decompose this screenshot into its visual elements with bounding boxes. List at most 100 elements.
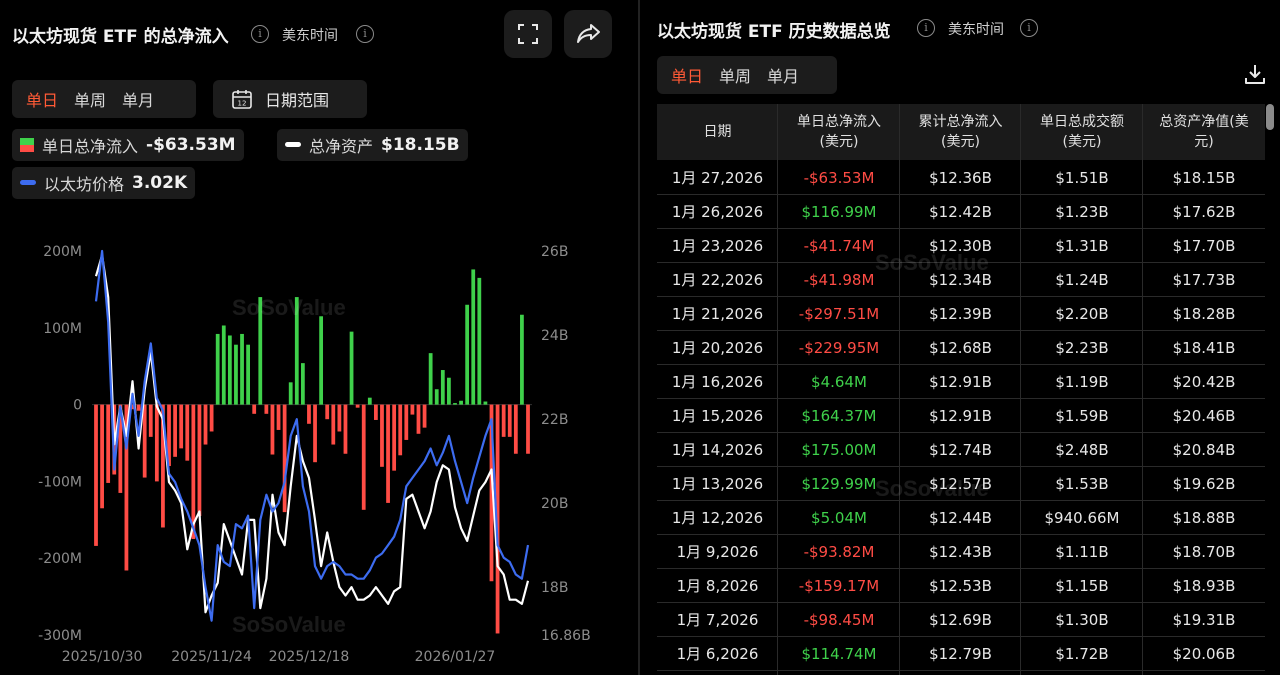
info-icon[interactable]: i [251,25,269,43]
table-row[interactable]: 1月 13,2026 $129.99M $12.57B $1.53B $19.62B [657,467,1265,501]
table-row[interactable]: 1月 14,2026 $175.00M $12.74B $2.48B $20.84B [657,433,1265,467]
info-icon[interactable]: i [917,19,935,37]
legend-flow[interactable]: 单日总净流入 -$63.53M [12,129,244,161]
flow-bar [118,404,123,493]
tab-daily[interactable]: 单日 [26,91,59,110]
y-tick-left: 0 [73,398,82,414]
header-daily-volume[interactable]: 单日总成交额 (美元) [1040,114,1124,150]
flow-bar [331,404,336,445]
header-date[interactable]: 日期 [703,124,732,140]
cell-date: 1月 7,2026 [676,611,759,629]
download-icon [1245,65,1265,84]
cell-date: 1月 8,2026 [676,577,759,595]
table-row[interactable]: 1月 9,2026 -$93.82M $12.43B $1.11B $18.70B [657,535,1265,569]
table-row[interactable]: 1月 6,2026 $114.74M $12.79B $1.72B $20.06B [657,637,1265,671]
fullscreen-button[interactable] [504,10,552,58]
table-row[interactable]: 1月 8,2026 -$159.17M $12.53B $1.15B $18.93B [657,569,1265,603]
flow-bar [124,404,129,571]
flow-bar [307,404,311,424]
column-divider [777,104,778,675]
cell-cumulative-flow: $12.57B [929,474,992,493]
timezone-info-icon[interactable]: i [1020,19,1038,37]
cell-nav: $18.41B [1172,338,1236,357]
tab-weekly[interactable]: 单周 [719,67,752,86]
timezone-label: 美东时间 [282,28,338,44]
table-row[interactable]: 1月 20,2026 -$229.95M $12.68B $2.23B $18.41B [657,331,1265,365]
calendar-day: 12 [238,100,247,108]
y-tick-right: 22B [541,412,568,428]
flow-bar [440,370,445,405]
date-range-button[interactable]: 12 日期范围 [213,80,367,118]
cell-daily-volume: $1.19B [1055,372,1109,391]
legend-price[interactable]: 以太坊价格 3.02K [12,167,196,199]
flow-bar [319,316,324,405]
cell-daily-volume: $1.59B [1055,406,1109,425]
flow-bar [428,353,433,405]
table-header: 日期 单日总净流入 (美元) 累计总净流入 (美元) 单日总成交额 (美元) 总… [657,104,1265,160]
table-scrollbar[interactable] [1266,104,1274,130]
table-row[interactable]: 1月 12,2026 $5.04M $12.44B $940.66M $18.88B [657,501,1265,535]
timezone-info-icon[interactable]: i [356,25,374,43]
table-row[interactable]: 1月 27,2026 -$63.53M $12.36B $1.51B $18.15B [657,161,1265,195]
flow-bar [374,404,378,420]
watermark: SoSoValue [875,476,989,501]
date-range-label: 日期范围 [265,91,330,110]
y-tick-right: 24B [541,328,568,344]
flow-bar [294,297,299,405]
cell-cumulative-flow: $12.53B [929,576,992,595]
table-row[interactable]: 1月 15,2026 $164.37M $12.91B $1.59B $20.46B [657,399,1265,433]
cell-nav: $19.31B [1172,610,1236,629]
flow-bar [513,404,518,454]
flow-bar [410,404,415,415]
y-tick-right: 18B [541,580,568,596]
etf-flow-chart[interactable]: 200M 100M 0 -100M -200M -300M 26B 24B 22B 20B 18B 1… [0,230,638,675]
header-nav[interactable]: 总资产净值(美 元) [1159,114,1249,150]
header-cumulative-flow[interactable]: 累计总净流入 (美元) [918,114,1003,150]
watermark: SoSoValue [232,295,346,320]
cell-cumulative-flow: $12.68B [929,338,992,357]
share-button[interactable] [564,10,612,58]
cell-nav: $17.62B [1172,202,1236,221]
tab-monthly[interactable]: 单月 [122,91,155,110]
tab-monthly[interactable]: 单月 [767,67,800,86]
cell-cumulative-flow: $12.91B [929,406,992,425]
tab-daily[interactable]: 单日 [671,67,704,86]
cell-daily-volume: $1.31B [1055,236,1109,255]
cell-cumulative-flow: $12.43B [929,542,992,561]
cell-daily-flow: -$41.74M [803,236,875,255]
table-row[interactable]: 1月 16,2026 $4.64M $12.91B $1.19B $20.42B [657,365,1265,399]
flow-bar [404,404,409,440]
flow-bar [264,404,269,414]
cell-nav: $18.28B [1172,304,1236,323]
cell-daily-flow: $164.37M [801,406,877,425]
x-tick: 2025/10/30 [62,649,143,665]
y-tick-right: 20B [541,496,568,512]
flow-bar [434,389,439,405]
legend-flow-label: 单日总净流入 [42,137,139,156]
flow-bar [252,404,257,414]
flow-bar [495,404,500,634]
cell-cumulative-flow: $12.74B [929,440,992,459]
table-row[interactable]: 1月 26,2026 $116.99M $12.42B $1.23B $17.62B [657,195,1265,229]
cell-daily-volume: $1.30B [1055,610,1109,629]
legend-assets[interactable]: 总净资产 $18.15B [277,129,468,161]
table-row[interactable]: 1月 23,2026 -$41.74M $12.30B $1.31B $17.70B [657,229,1265,263]
cell-date: 1月 27,2026 [671,169,764,187]
download-button[interactable] [1243,62,1267,90]
price-line-icon [20,180,36,185]
cell-date: 1月 20,2026 [671,339,764,357]
flow-bar [130,404,135,410]
header-daily-flow[interactable]: 单日总净流入 (美元) [797,114,881,150]
cell-cumulative-flow: $12.34B [929,270,992,289]
table-row[interactable]: 1月 22,2026 -$41.98M $12.34B $1.24B $17.73B [657,263,1265,297]
flow-bar [477,277,482,405]
cell-daily-volume: $2.48B [1055,440,1109,459]
cell-daily-flow: -$159.17M [798,576,880,595]
cell-daily-flow: $116.99M [801,202,877,221]
cell-cumulative-flow: $12.39B [929,304,992,323]
flow-bar [501,404,506,437]
tab-weekly[interactable]: 单周 [74,91,107,110]
cell-date: 1月 16,2026 [671,373,764,391]
table-row[interactable]: 1月 7,2026 -$98.45M $12.69B $1.30B $19.31B [657,603,1265,637]
table-row[interactable]: 1月 21,2026 -$297.51M $12.39B $2.20B $18.28B [657,297,1265,331]
